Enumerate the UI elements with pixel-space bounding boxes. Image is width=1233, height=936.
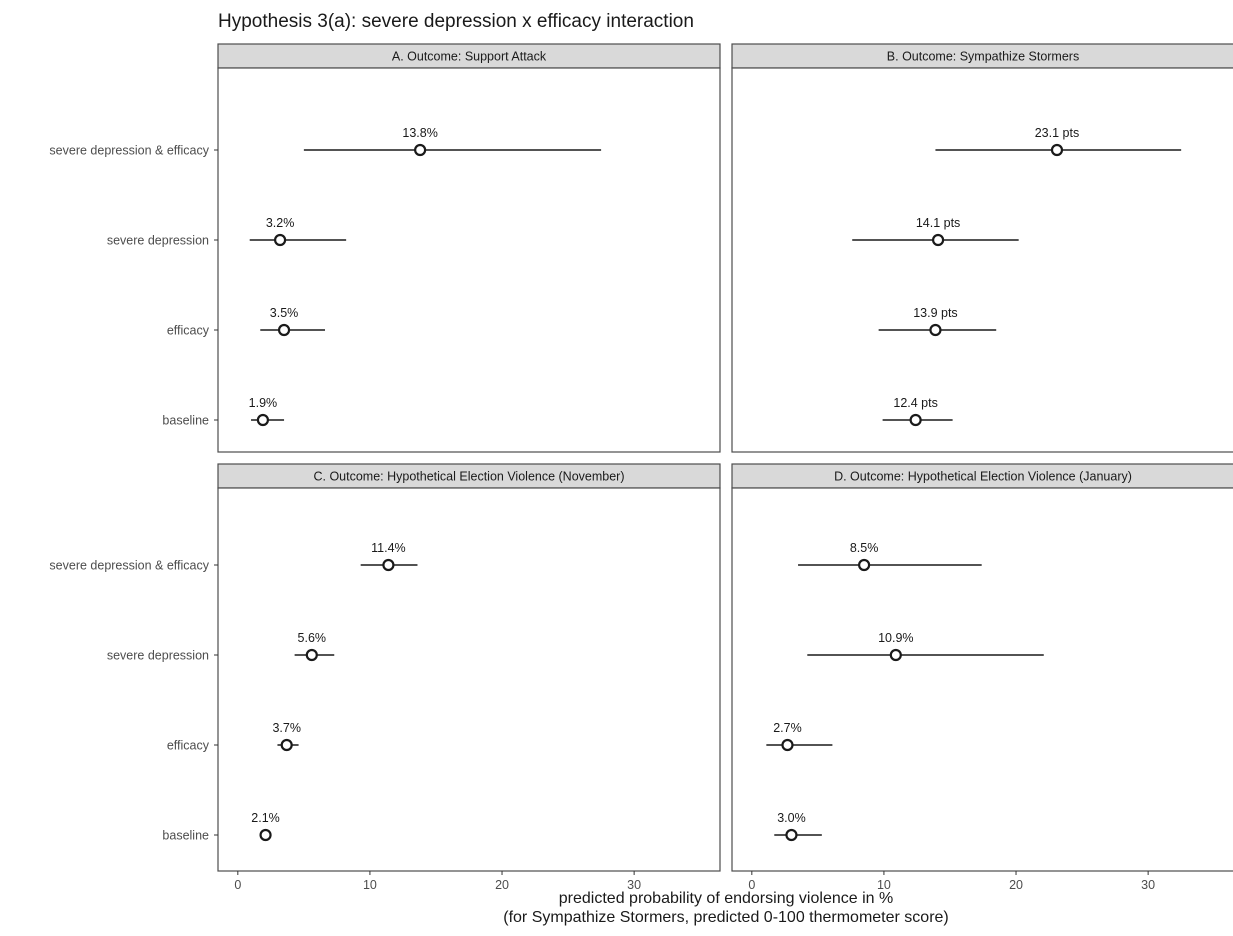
point-estimate (909, 413, 922, 427)
y-category-label: severe depression (107, 649, 209, 663)
chart-title: Hypothesis 3(a): severe depression x eff… (218, 11, 694, 32)
x-tick-label: 0 (748, 878, 755, 892)
panel-plot-area (731, 487, 1233, 872)
point-estimate (414, 143, 427, 157)
x-tick-label: 10 (877, 878, 891, 892)
data-label: 11.4% (371, 541, 406, 555)
panel-plot-area (731, 67, 1233, 453)
data-label: 5.6% (298, 631, 327, 645)
x-tick-label: 20 (495, 878, 509, 892)
x-axis-left: 0 10 20 30 (234, 871, 641, 892)
x-tick-label: 30 (627, 878, 641, 892)
point-estimate (858, 558, 871, 572)
panel-d: D. Outcome: Hypothetical Election Violen… (731, 463, 1233, 872)
y-category-label: efficacy (167, 739, 210, 753)
point-estimate (277, 323, 291, 337)
panel-strip-label: D. Outcome: Hypothetical Election Violen… (834, 470, 1132, 484)
data-label: 2.7% (773, 721, 802, 735)
point-estimate (382, 558, 395, 572)
data-label: 13.9 pts (913, 306, 957, 320)
point-estimate (305, 648, 318, 662)
y-category-label: baseline (162, 829, 209, 843)
point-estimate (929, 323, 942, 337)
y-category-label: severe depression (107, 234, 209, 248)
data-label: 3.0% (777, 811, 806, 825)
x-axes-layer: 0 10 20 30 0 10 20 30 (234, 871, 1155, 892)
panel-strip (217, 43, 721, 69)
x-axis-title: predicted probability of endorsing viole… (559, 890, 893, 907)
data-label: 14.1 pts (916, 216, 960, 230)
y-category-label: severe depression & efficacy (49, 144, 209, 158)
point-estimate (259, 828, 272, 842)
panel-strip (731, 43, 1233, 69)
point-estimate (781, 738, 794, 752)
point-estimate (785, 828, 798, 842)
data-label: 10.9% (878, 631, 913, 645)
panel-c: C. Outcome: Hypothetical Election Violen… (49, 463, 721, 872)
panel-b: B. Outcome: Sympathize Stormers 23.1 pts 1… (731, 43, 1233, 453)
panel-strip-label: A. Outcome: Support Attack (392, 50, 547, 64)
data-label: 23.1 pts (1035, 126, 1079, 140)
point-estimate (256, 413, 270, 427)
point-estimate (273, 233, 287, 247)
data-label: 1.9% (249, 396, 278, 410)
panel-plot-area (217, 67, 721, 453)
point-estimate (1050, 143, 1064, 157)
point-estimate (280, 738, 293, 752)
data-label: 2.1% (251, 811, 280, 825)
y-category-label: efficacy (167, 324, 210, 338)
panel-a: A. Outcome: Support Attack severe depress… (49, 43, 721, 453)
x-axis-right: 0 10 20 30 (748, 871, 1155, 892)
data-label: 3.5% (270, 306, 299, 320)
x-tick-label: 10 (363, 878, 377, 892)
data-label: 3.2% (266, 216, 295, 230)
point-estimate (931, 233, 945, 247)
panel-strip-label: C. Outcome: Hypothetical Election Violen… (313, 470, 624, 484)
data-label: 13.8% (402, 126, 437, 140)
x-axis-subtitle: (for Sympathize Stormers, predicted 0-10… (503, 909, 949, 926)
panel-plot-area (217, 487, 721, 872)
x-tick-label: 0 (234, 878, 241, 892)
data-label: 3.7% (272, 721, 301, 735)
panel-strip-label: B. Outcome: Sympathize Stormers (887, 50, 1079, 64)
x-tick-label: 20 (1009, 878, 1023, 892)
y-category-label: severe depression & efficacy (49, 559, 209, 573)
x-tick-label: 30 (1141, 878, 1155, 892)
data-label: 12.4 pts (893, 396, 937, 410)
y-category-label: baseline (162, 414, 209, 428)
data-label: 8.5% (850, 541, 879, 555)
point-estimate (889, 648, 902, 662)
panels-layer: A. Outcome: Support Attack severe depress… (49, 43, 1233, 872)
